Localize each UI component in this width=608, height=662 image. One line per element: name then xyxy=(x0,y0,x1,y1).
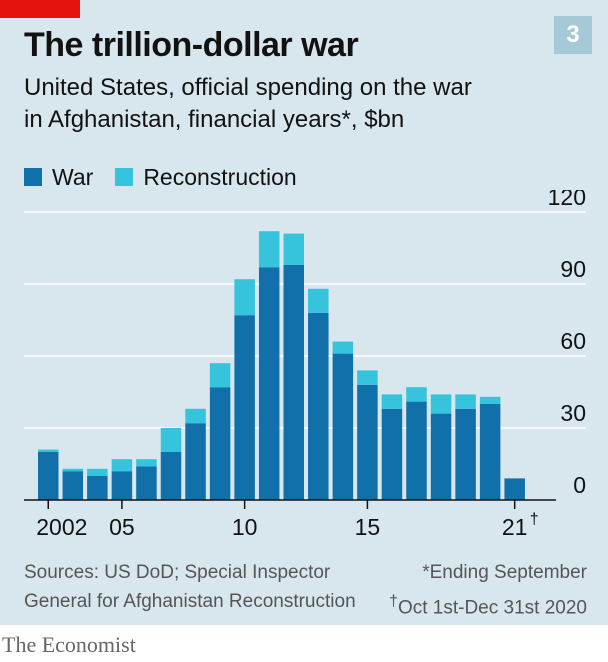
bar-reconstruction-2016 xyxy=(381,394,403,409)
footnote-line-1: *Ending September xyxy=(422,562,587,583)
sources-line-1: Sources: US DoD; Special Inspector xyxy=(24,562,331,583)
legend: War Reconstruction xyxy=(24,162,319,192)
brand-wordmark: The Economist xyxy=(2,632,136,657)
bar-war-2014 xyxy=(332,353,354,500)
x-tick-label-2015: 15 xyxy=(355,514,381,540)
sources-line-2: General for Afghanistan Reconstruction xyxy=(24,591,356,612)
footnote-line-2: †Oct 1st-Dec 31st 2020 xyxy=(389,587,587,622)
legend-swatch-reconstruction xyxy=(115,168,134,186)
bar-reconstruction-2020 xyxy=(479,396,501,404)
bar-war-2021 xyxy=(504,478,525,500)
bar-war-2012 xyxy=(283,264,304,500)
bar-war-2013 xyxy=(308,312,329,500)
bar-reconstruction-2010 xyxy=(234,279,255,316)
x-tick-marker-2021: † xyxy=(530,511,539,528)
bar-reconstruction-2005 xyxy=(111,459,133,472)
bar-reconstruction-2018 xyxy=(430,394,452,414)
bar-war-2008 xyxy=(185,423,206,500)
bar-reconstruction-2015 xyxy=(357,370,378,385)
bar-reconstruction-2007 xyxy=(160,428,182,452)
bar-war-2007 xyxy=(160,452,182,500)
bar-reconstruction-2017 xyxy=(406,387,427,402)
bar-war-2009 xyxy=(209,387,231,500)
bar-reconstruction-2014 xyxy=(332,341,354,354)
bar-reconstruction-2008 xyxy=(185,408,206,424)
bar-reconstruction-2013 xyxy=(308,288,329,313)
bar-war-2004 xyxy=(87,476,108,500)
bar-war-2019 xyxy=(455,408,476,500)
legend-item-war: War xyxy=(24,164,93,191)
y-tick-label-30: 30 xyxy=(560,400,586,426)
bar-war-2006 xyxy=(136,466,157,500)
bar-war-2002 xyxy=(38,452,59,500)
bar-war-2020 xyxy=(479,404,501,500)
bar-war-2005 xyxy=(111,471,133,500)
brand-red-tag xyxy=(0,0,80,18)
x-tick-label-2010: 10 xyxy=(232,514,258,540)
subtitle-line-2: in Afghanistan, financial years*, $bn xyxy=(24,106,405,133)
footnote-line-2-text: Oct 1st-Dec 31st 2020 xyxy=(397,597,587,619)
bar-reconstruction-2006 xyxy=(136,459,157,467)
bar-chart: 0 30 60 90 120 2002 05 10 15 21 † xyxy=(24,190,586,540)
legend-label-reconstruction: Reconstruction xyxy=(143,163,297,190)
footnote-dagger: † xyxy=(389,593,398,610)
y-tick-label-0: 0 xyxy=(573,472,586,498)
y-tick-label-60: 60 xyxy=(560,328,586,354)
legend-label-war: War xyxy=(52,163,94,190)
bar-reconstruction-2011 xyxy=(258,231,280,268)
bar-reconstruction-2004 xyxy=(87,468,108,476)
y-tick-label-90: 90 xyxy=(560,256,586,282)
bar-reconstruction-2012 xyxy=(283,233,304,265)
sources-note: Sources: US DoD; Special Inspector Gener… xyxy=(24,558,356,616)
subtitle-line-1: United States, official spending on the … xyxy=(24,74,472,101)
chart-number-badge: 3 xyxy=(554,16,592,54)
x-tick-label-2002: 2002 xyxy=(36,514,87,540)
chart-subtitle: United States, official spending on the … xyxy=(24,72,564,136)
legend-item-reconstruction: Reconstruction xyxy=(115,163,297,191)
x-tick-label-2021: 21 xyxy=(502,514,528,540)
bar-war-2016 xyxy=(381,408,403,500)
x-tick-label-2005: 05 xyxy=(109,514,135,540)
bar-war-2018 xyxy=(430,413,452,500)
legend-swatch-war xyxy=(24,168,42,186)
chart-title: The trillion-dollar war xyxy=(24,26,359,64)
bar-reconstruction-2002 xyxy=(38,449,59,452)
y-tick-label-120: 120 xyxy=(548,190,586,210)
bar-reconstruction-2019 xyxy=(455,394,476,409)
bar-war-2017 xyxy=(406,401,427,500)
bar-war-2003 xyxy=(62,471,84,500)
bar-war-2010 xyxy=(234,315,255,500)
bar-reconstruction-2009 xyxy=(209,363,231,388)
bar-war-2015 xyxy=(357,384,378,500)
footnotes: *Ending September †Oct 1st-Dec 31st 2020 xyxy=(389,558,587,622)
bar-reconstruction-2003 xyxy=(62,468,84,472)
bar-war-2011 xyxy=(258,267,280,500)
